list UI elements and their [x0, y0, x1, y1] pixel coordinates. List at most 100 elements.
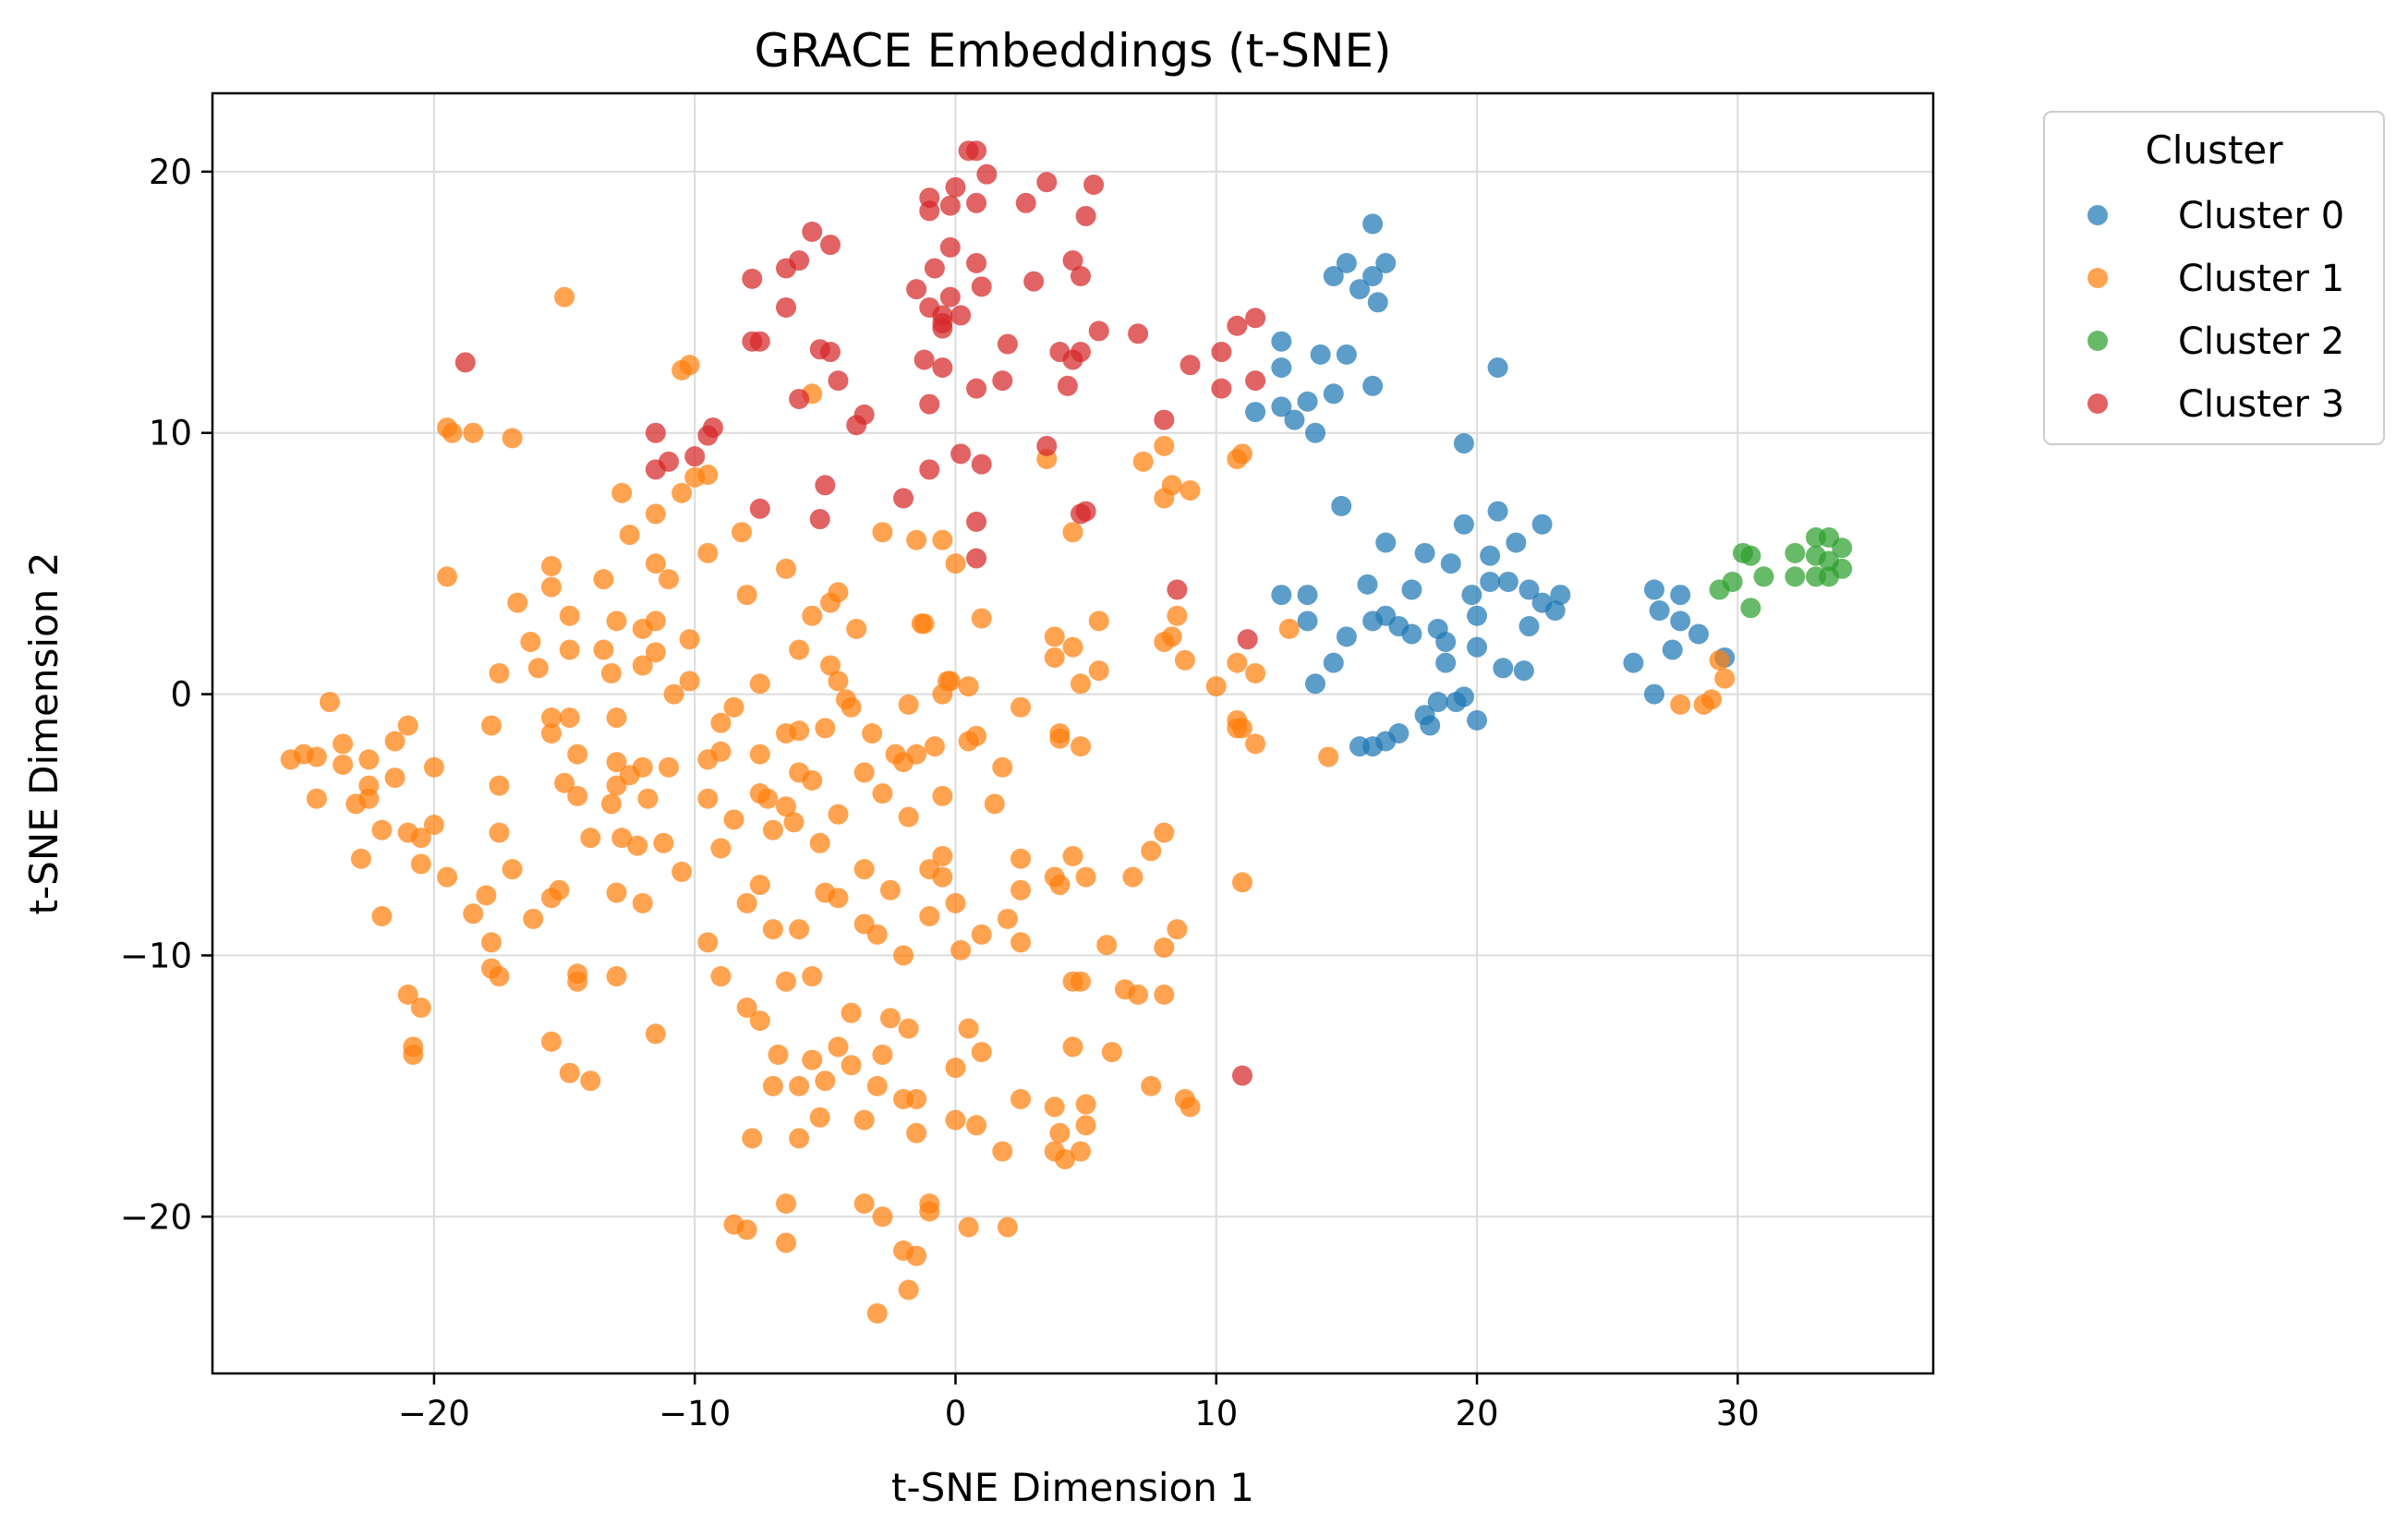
data-point — [1205, 676, 1227, 697]
data-point — [1506, 532, 1527, 553]
data-point — [872, 522, 893, 543]
data-point — [1083, 175, 1105, 195]
data-point — [1015, 192, 1036, 213]
data-point — [776, 296, 796, 318]
data-point — [992, 756, 1013, 778]
data-point — [1237, 629, 1258, 650]
data-point — [697, 542, 719, 563]
data-point — [1453, 433, 1474, 454]
data-point — [507, 592, 528, 613]
data-point — [802, 221, 823, 242]
x-tick-label: −20 — [398, 1394, 470, 1433]
data-point — [966, 252, 987, 273]
data-point — [762, 1075, 783, 1096]
data-point — [971, 454, 992, 475]
data-point — [1331, 495, 1352, 516]
data-point — [950, 443, 972, 465]
data-point — [1519, 616, 1540, 637]
data-point — [1010, 848, 1032, 869]
y-tick-label: 0 — [170, 675, 192, 715]
data-point — [1670, 585, 1691, 606]
y-tick-label: −10 — [120, 936, 192, 975]
data-point — [906, 1245, 927, 1266]
data-point — [1044, 1096, 1065, 1118]
data-point — [1154, 409, 1175, 430]
data-point — [815, 1070, 836, 1092]
data-point — [1211, 342, 1232, 363]
data-point — [606, 966, 627, 987]
data-point — [410, 853, 431, 875]
data-point — [1305, 673, 1326, 695]
data-point — [437, 566, 458, 587]
data-point — [950, 939, 972, 961]
data-point — [1643, 579, 1664, 600]
data-point — [540, 708, 562, 729]
legend-label: Cluster 3 — [2178, 383, 2344, 426]
data-point — [1141, 1075, 1162, 1096]
data-point — [939, 286, 961, 308]
legend-marker — [2087, 205, 2108, 225]
data-point — [1055, 1149, 1076, 1170]
data-point — [1154, 435, 1175, 456]
data-point — [919, 906, 940, 926]
data-point — [950, 305, 972, 326]
data-point — [1662, 639, 1683, 660]
data-point — [1128, 323, 1149, 345]
data-point — [1122, 866, 1143, 888]
x-tick-label: 10 — [1194, 1394, 1238, 1433]
data-point — [768, 1044, 789, 1065]
data-point — [463, 903, 484, 925]
data-point — [898, 1018, 919, 1039]
data-point — [976, 163, 998, 185]
data-point — [672, 861, 693, 882]
legend: Cluster Cluster 0 Cluster 1 Cluster 2 Clust… — [2043, 111, 2385, 445]
data-point — [1010, 879, 1032, 901]
data-point — [437, 417, 458, 439]
data-point — [489, 822, 510, 843]
data-point — [789, 639, 810, 660]
data-point — [1623, 652, 1644, 673]
data-point — [828, 671, 849, 692]
data-point — [846, 415, 867, 436]
data-point — [853, 762, 875, 783]
data-point — [1101, 1042, 1122, 1063]
data-point — [1062, 636, 1083, 658]
data-point — [992, 370, 1013, 392]
data-point — [481, 932, 502, 953]
data-point — [567, 785, 588, 806]
data-point — [1271, 357, 1292, 378]
data-point — [966, 140, 987, 162]
data-point — [776, 558, 796, 579]
data-point — [1271, 585, 1292, 606]
data-point — [476, 885, 497, 906]
data-point — [1070, 266, 1091, 286]
data-point — [862, 723, 883, 744]
data-point — [600, 793, 622, 815]
data-point — [984, 793, 1005, 815]
data-point — [333, 733, 354, 755]
data-point — [932, 318, 953, 339]
data-point — [1167, 919, 1188, 940]
data-point — [645, 611, 666, 632]
data-point — [454, 352, 476, 373]
data-point — [306, 746, 327, 768]
legend-marker — [2087, 331, 2108, 351]
data-point — [658, 756, 679, 778]
legend-item-cluster-2: Cluster 2 — [2087, 321, 2344, 363]
data-point — [879, 1008, 901, 1029]
data-point — [958, 1018, 979, 1039]
data-point — [723, 809, 744, 830]
legend-item-cluster-1: Cluster 1 — [2087, 258, 2344, 300]
data-point — [1375, 252, 1397, 273]
data-point — [1435, 652, 1457, 673]
data-point — [992, 1141, 1013, 1162]
legend-label: Cluster 1 — [2178, 258, 2344, 300]
data-point — [1832, 538, 1853, 559]
data-point — [1023, 271, 1045, 292]
data-point — [919, 393, 940, 415]
data-point — [966, 511, 987, 532]
data-point — [663, 683, 684, 705]
data-point — [1805, 566, 1826, 587]
data-point — [1427, 692, 1448, 713]
data-point — [1075, 205, 1096, 226]
